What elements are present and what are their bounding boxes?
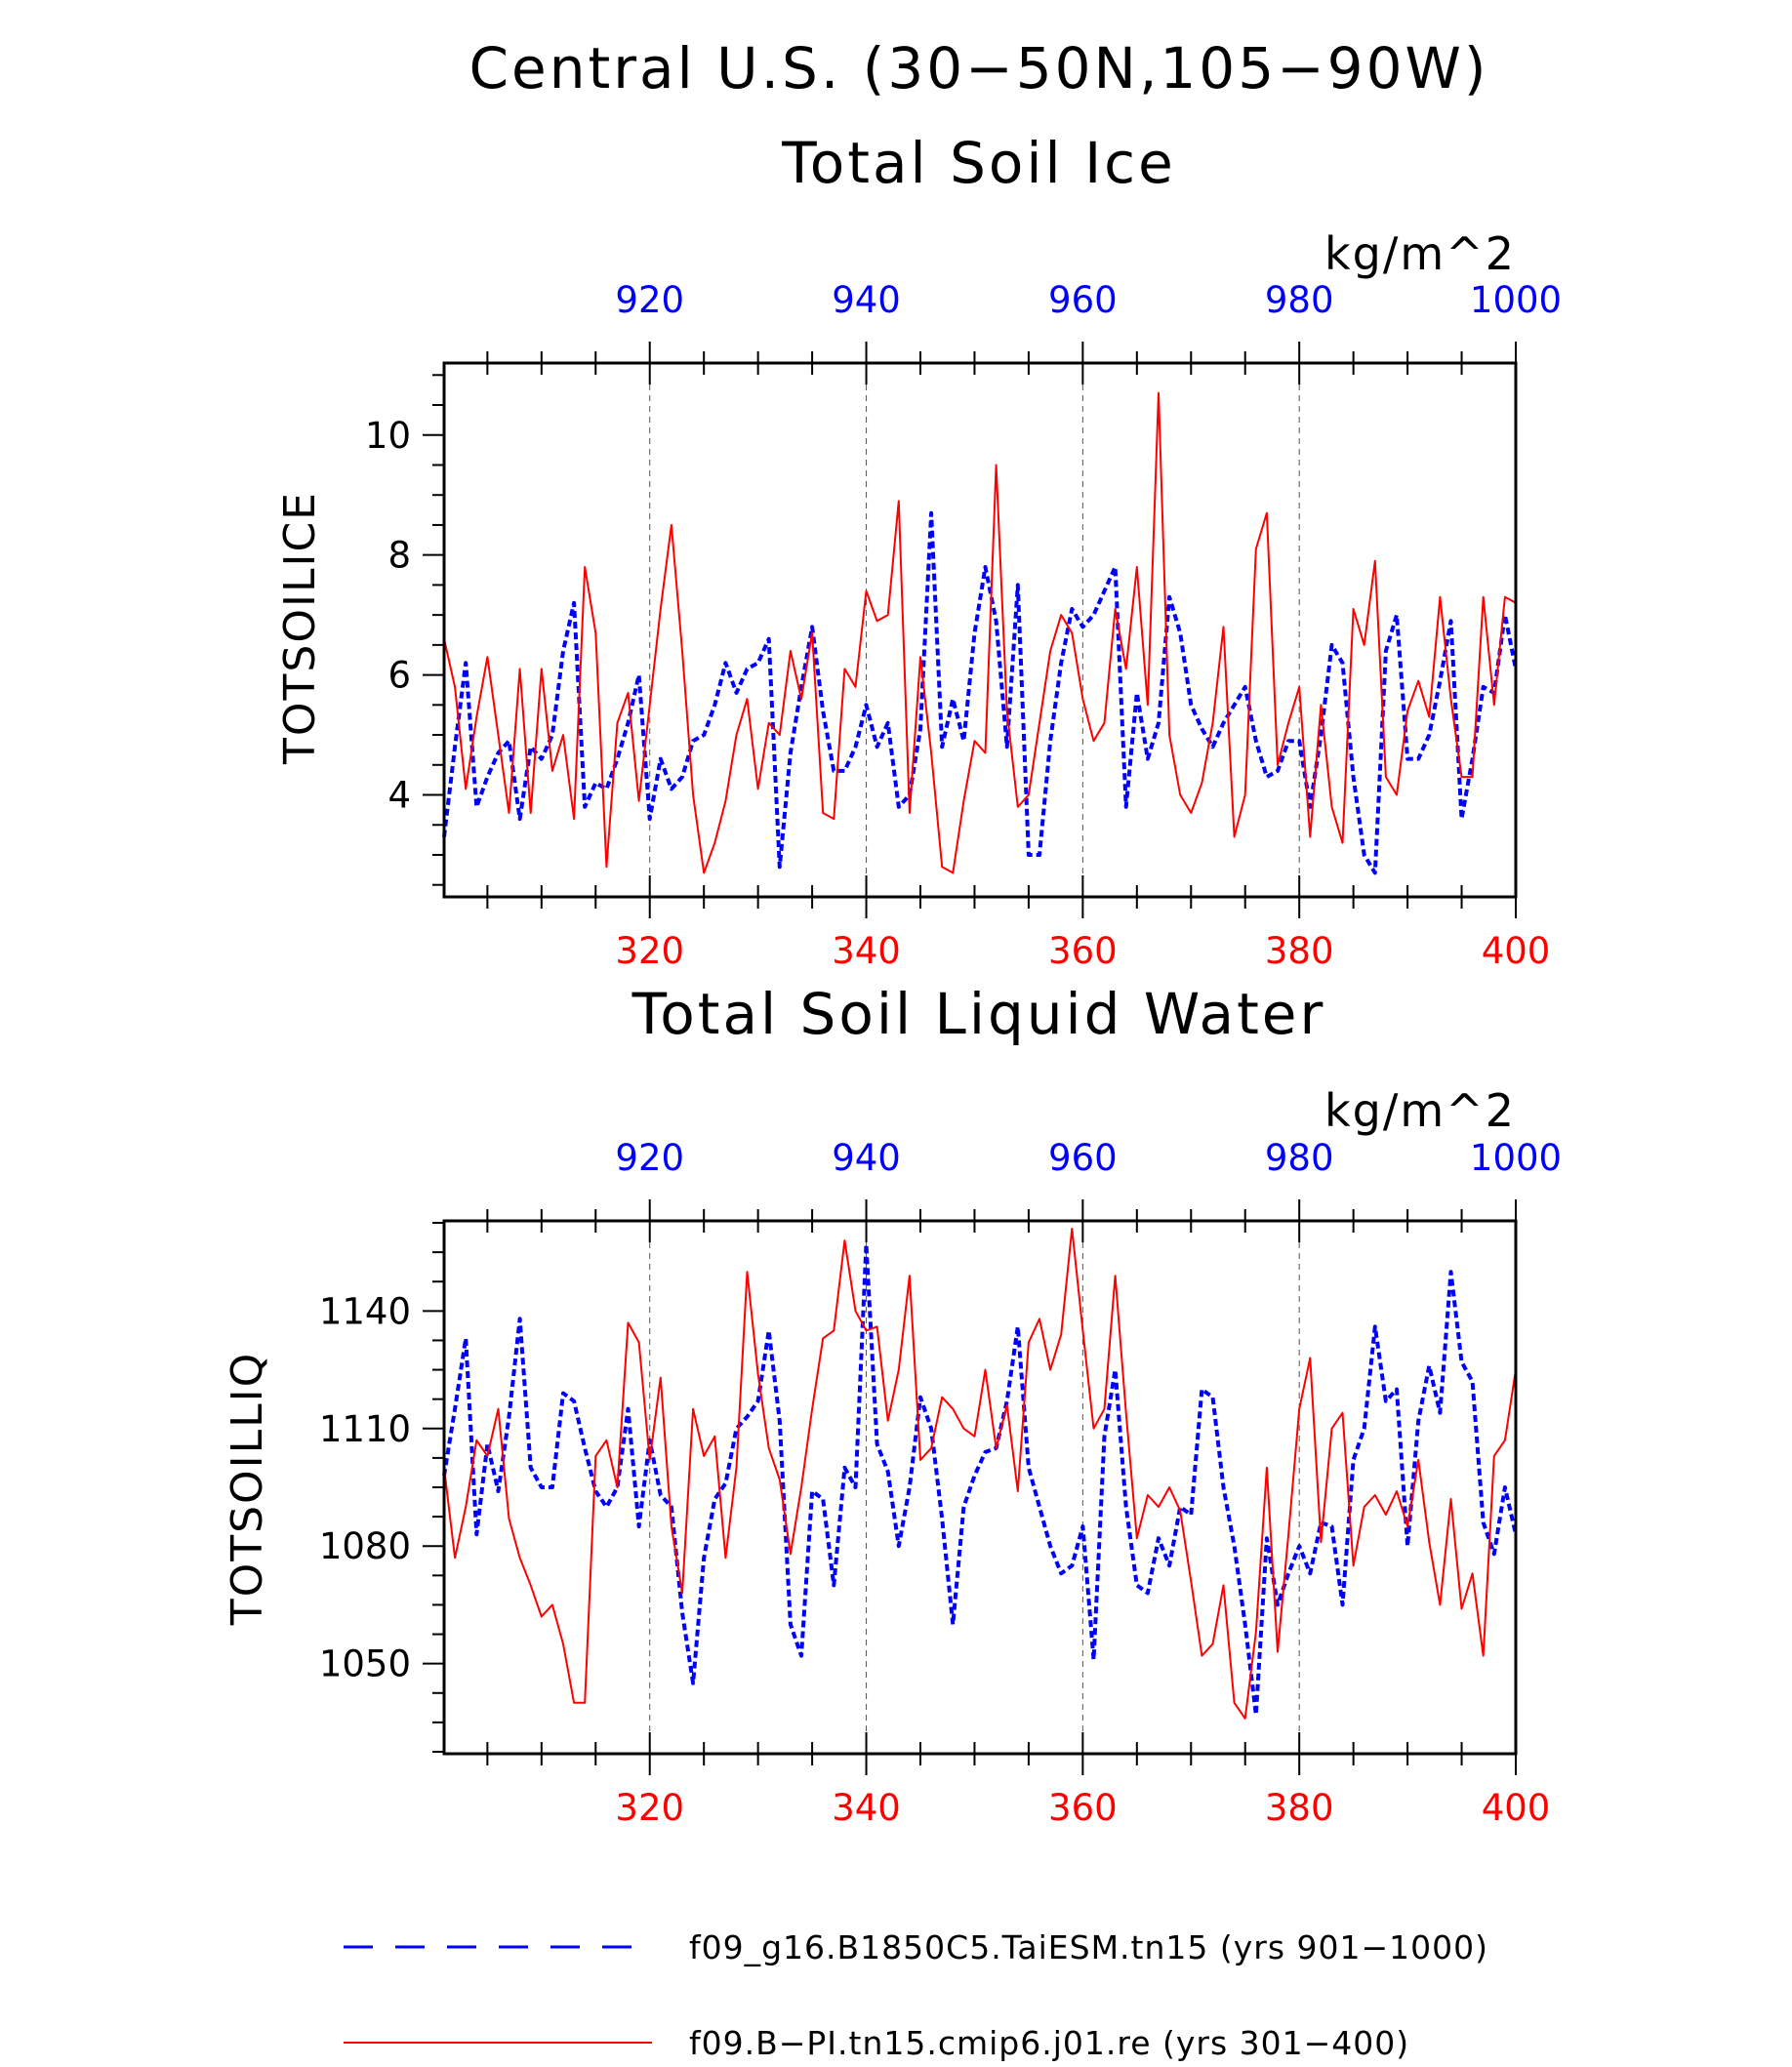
series-line-blue [442, 510, 1518, 875]
x-tick-label-top: 920 [615, 1137, 684, 1179]
y-tick-label: 8 [387, 535, 411, 577]
y-tick-label: 1140 [319, 1290, 411, 1332]
x-tick-label-top: 980 [1265, 279, 1334, 321]
x-tick-label-top: 960 [1048, 1137, 1118, 1179]
legend: f09_g16.B1850C5.TaiESM.tn15 (yrs 901−100… [344, 1928, 1488, 2062]
series-line-red [443, 1228, 1517, 1720]
panel-title: Total Soil Ice [781, 130, 1176, 196]
x-tick-label-bottom: 320 [615, 930, 684, 972]
legend-label-red: f09.B−PI.tn15.cmip6.j01.re (yrs 301−400) [689, 2024, 1409, 2062]
panel-title: Total Soil Liquid Water [631, 981, 1326, 1047]
x-tick-label-bottom: 360 [1048, 1787, 1118, 1829]
x-tick-label-bottom: 380 [1265, 930, 1334, 972]
legend-label-blue: f09_g16.B1850C5.TaiESM.tn15 (yrs 901−100… [689, 1928, 1488, 1966]
x-tick-label-top: 1000 [1470, 1137, 1562, 1179]
x-tick-label-bottom: 400 [1482, 1787, 1551, 1829]
series-line-red [443, 391, 1517, 874]
x-tick-label-bottom: 340 [832, 930, 901, 972]
x-tick-label-bottom: 380 [1265, 1787, 1334, 1829]
panel-soil-liquid: Total Soil Liquid Water kg/m^2 TOTSOILLI… [223, 981, 1562, 1829]
x-tick-label-top: 980 [1265, 1137, 1334, 1179]
y-axis-label: TOTSOILICE [275, 491, 325, 765]
y-tick-label: 1110 [319, 1408, 411, 1450]
series-line-blue [442, 1242, 1518, 1717]
units-label: kg/m^2 [1324, 1084, 1516, 1137]
y-axis-label: TOTSOILLIQ [223, 1352, 272, 1627]
x-tick-label-bottom: 360 [1048, 930, 1118, 972]
x-tick-label-bottom: 340 [832, 1787, 901, 1829]
y-tick-label: 1080 [319, 1525, 411, 1567]
units-label: kg/m^2 [1324, 227, 1516, 280]
y-tick-label: 1050 [319, 1643, 411, 1685]
x-tick-label-top: 920 [615, 279, 684, 321]
y-tick-label: 4 [387, 775, 411, 817]
figure-title: Central U.S. (30−50N,105−90W) [469, 35, 1489, 101]
x-tick-label-top: 940 [832, 279, 901, 321]
x-tick-label-top: 940 [832, 1137, 901, 1179]
plot-frame [442, 1219, 1518, 1756]
x-tick-label-bottom: 400 [1482, 930, 1551, 972]
y-tick-label: 10 [365, 415, 411, 457]
panel-soil-ice: Total Soil Ice kg/m^2 TOTSOILICE 320 340 3… [275, 130, 1562, 972]
x-tick-label-top: 960 [1048, 279, 1118, 321]
plot-frame [442, 361, 1518, 899]
x-tick-label-bottom: 320 [615, 1787, 684, 1829]
x-tick-label-top: 1000 [1470, 279, 1562, 321]
y-tick-label: 6 [387, 655, 411, 697]
